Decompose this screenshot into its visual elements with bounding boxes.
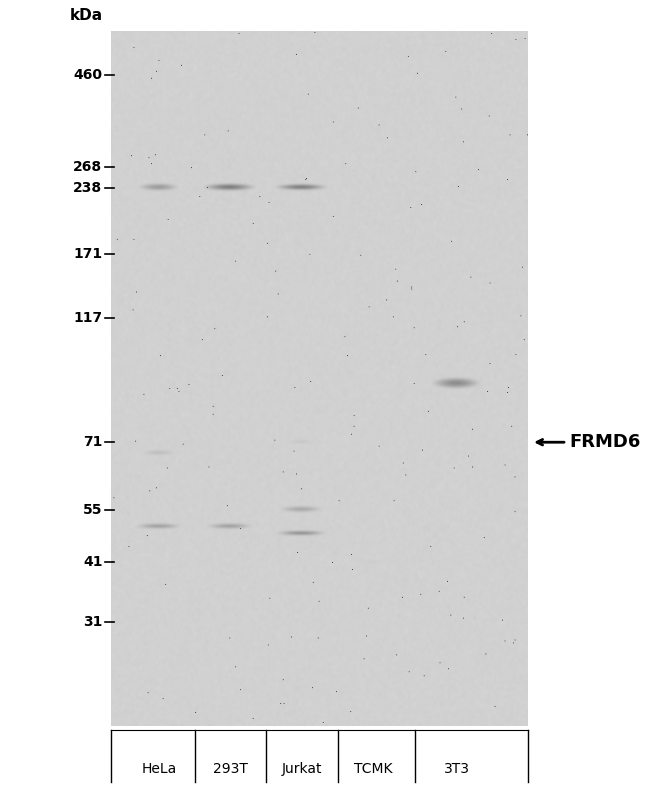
Text: 55: 55 bbox=[83, 503, 103, 517]
Text: 3T3: 3T3 bbox=[444, 762, 470, 776]
Text: 117: 117 bbox=[73, 311, 103, 326]
Text: 171: 171 bbox=[73, 247, 103, 262]
Text: FRMD6: FRMD6 bbox=[570, 433, 642, 451]
Text: kDa: kDa bbox=[70, 7, 103, 23]
Text: 268: 268 bbox=[73, 160, 103, 173]
Text: 71: 71 bbox=[83, 435, 103, 450]
FancyArrow shape bbox=[3, 802, 5, 806]
Text: 293T: 293T bbox=[213, 762, 248, 776]
Text: 41: 41 bbox=[83, 555, 103, 569]
Bar bbox=[4, 6, 111, 806]
Bar bbox=[4, 726, 600, 806]
Text: 460: 460 bbox=[73, 67, 103, 82]
Bar bbox=[4, 6, 600, 31]
Text: HeLa: HeLa bbox=[141, 762, 177, 776]
Text: Jurkat: Jurkat bbox=[281, 762, 322, 776]
Bar bbox=[528, 6, 600, 806]
Text: 31: 31 bbox=[83, 615, 103, 629]
Text: TCMK: TCMK bbox=[354, 762, 393, 776]
Text: 238: 238 bbox=[73, 181, 103, 195]
